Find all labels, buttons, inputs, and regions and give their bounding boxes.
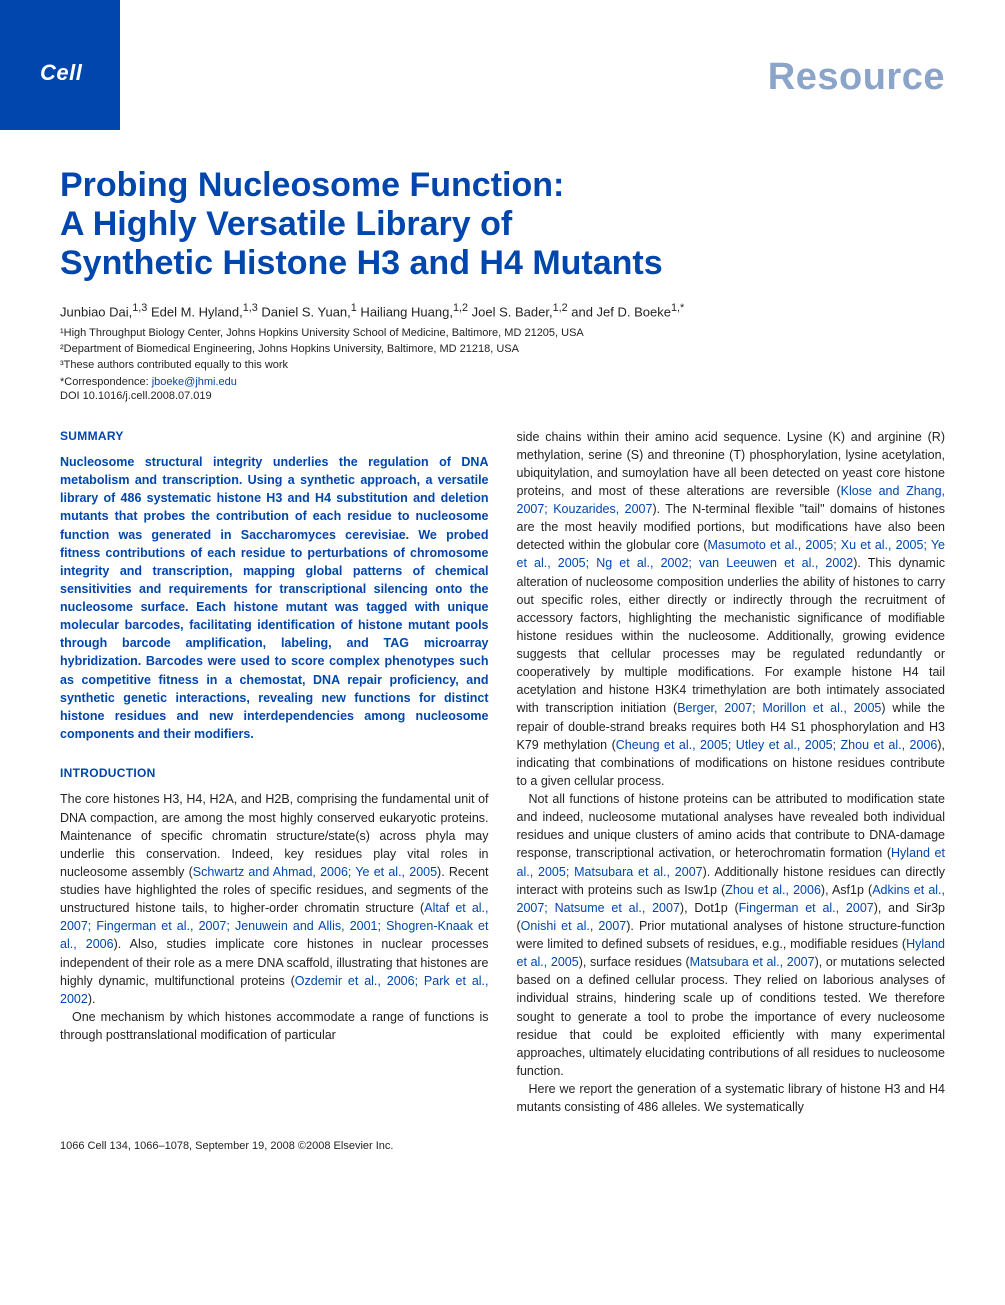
two-column-body: SUMMARY Nucleosome structural integrity … (60, 428, 945, 1117)
introduction-heading: INTRODUCTION (60, 765, 489, 782)
col2-paragraph-3: Here we report the generation of a syste… (517, 1080, 946, 1116)
summary-heading: SUMMARY (60, 428, 489, 445)
correspondence-label: *Correspondence: (60, 376, 152, 388)
title-block: Probing Nucleosome Function: A Highly Ve… (60, 166, 945, 283)
page-footer: 1066 Cell 134, 1066–1078, September 19, … (60, 1140, 945, 1152)
affiliation-3: ³These authors contributed equally to th… (60, 358, 945, 374)
correspondence-email-link[interactable]: jboeke@jhmi.edu (152, 376, 237, 388)
title-line-3: Synthetic Histone H3 and H4 Mutants (60, 244, 663, 282)
article-type-label: Resource (768, 56, 945, 99)
affiliation-2: ²Department of Biomedical Engineering, J… (60, 342, 945, 358)
title-line-2: A Highly Versatile Library of (60, 205, 512, 243)
col2-paragraph-2: Not all functions of histone proteins ca… (517, 790, 946, 1080)
article-page: Cell Resource Probing Nucleosome Functio… (0, 0, 1005, 1176)
col2-paragraph-1: side chains within their amino acid sequ… (517, 428, 946, 791)
title-line-1: Probing Nucleosome Function: (60, 166, 564, 204)
summary-paragraph: Nucleosome structural integrity underlie… (60, 453, 489, 743)
intro-paragraph-1: The core histones H3, H4, H2A, and H2B, … (60, 790, 489, 1008)
column-right: side chains within their amino acid sequ… (517, 428, 946, 1117)
affiliation-1: ¹High Throughput Biology Center, Johns H… (60, 326, 945, 342)
introduction-body: The core histones H3, H4, H2A, and H2B, … (60, 790, 489, 1044)
correspondence: *Correspondence: jboeke@jhmi.edu (60, 376, 945, 388)
journal-name: Cell (40, 60, 82, 86)
intro-paragraph-2: One mechanism by which histones accommod… (60, 1008, 489, 1044)
author-list: Junbiao Dai,1,3 Edel M. Hyland,1,3 Danie… (60, 301, 945, 322)
column-left: SUMMARY Nucleosome structural integrity … (60, 428, 489, 1117)
column-right-body: side chains within their amino acid sequ… (517, 428, 946, 1117)
article-title: Probing Nucleosome Function: A Highly Ve… (60, 166, 945, 283)
doi: DOI 10.1016/j.cell.2008.07.019 (60, 390, 945, 402)
